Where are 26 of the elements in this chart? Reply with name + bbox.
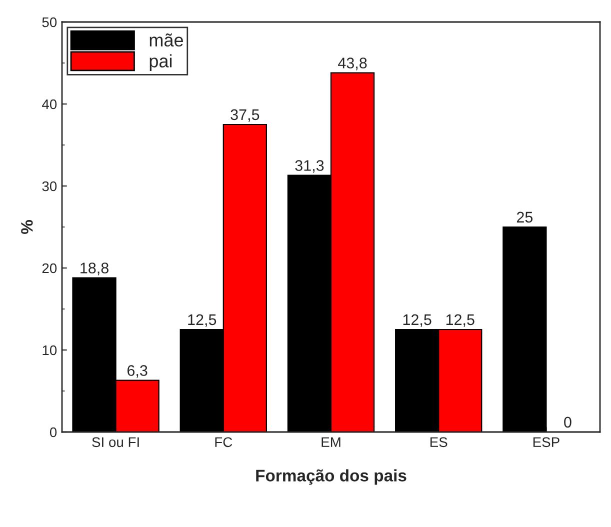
y-tick-label: 0 <box>50 427 57 438</box>
y-tick-label: 30 <box>42 181 57 192</box>
data-label: 25 <box>516 212 533 223</box>
x-tick-label: SI ou FI <box>92 437 139 448</box>
x-tick-label: EM <box>322 437 340 447</box>
y-tick-label: 10 <box>42 345 57 356</box>
data-label: 37,5 <box>230 109 260 122</box>
data-label: 6,3 <box>127 365 148 378</box>
x-axis-title: Formação dos pais <box>256 469 406 485</box>
data-label: 0 <box>564 416 572 428</box>
y-tick-label: 20 <box>42 263 57 274</box>
x-tick-label: ES <box>430 437 448 448</box>
x-tick-label: FC <box>215 437 232 448</box>
x-tick-label: ESP <box>533 437 560 448</box>
data-label: 31,3 <box>295 160 324 173</box>
y-tick-label: 40 <box>42 99 57 110</box>
data-label: 12,5 <box>403 314 432 327</box>
data-label: 12,5 <box>188 314 216 327</box>
legend-label: mãe <box>150 33 183 47</box>
data-label: 43,8 <box>338 58 367 70</box>
bar <box>502 226 547 432</box>
y-tick-label: 50 <box>42 17 57 28</box>
legend-label: pai <box>150 54 172 72</box>
data-label: 12,5 <box>446 314 474 327</box>
data-label: 18,8 <box>80 262 108 276</box>
y-axis-title: % <box>21 220 33 234</box>
